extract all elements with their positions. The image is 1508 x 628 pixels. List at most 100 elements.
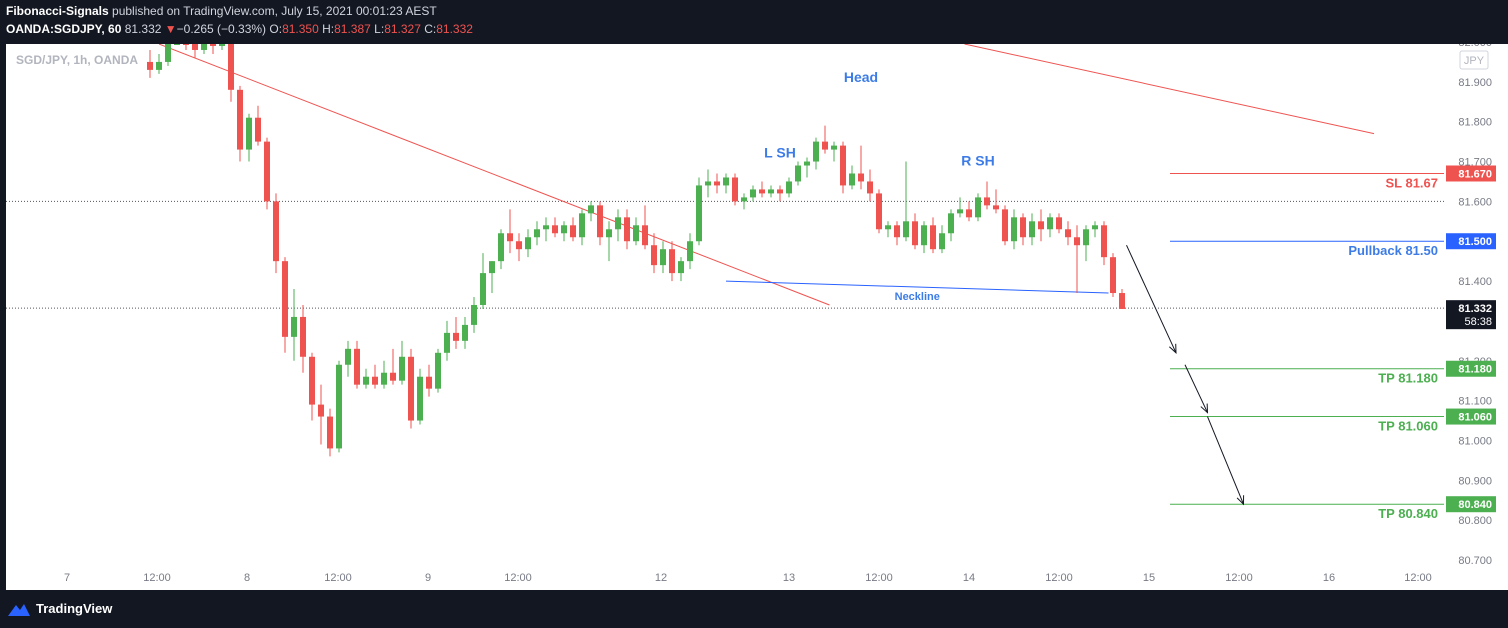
candle[interactable] [516, 233, 522, 262]
candle[interactable] [840, 141, 846, 194]
candle[interactable] [633, 217, 639, 246]
price-badge[interactable] [1446, 165, 1496, 182]
candle[interactable] [525, 229, 531, 258]
candle[interactable] [588, 201, 594, 222]
candle[interactable] [660, 241, 666, 274]
candle[interactable] [309, 352, 315, 421]
candle[interactable] [561, 221, 567, 242]
chart-panel[interactable]: SL 81.67 Pullback 81.50 TP 81.180 TP 81.060… [0, 37, 1508, 590]
candle[interactable] [642, 205, 648, 250]
candle[interactable] [957, 197, 963, 218]
candle[interactable] [183, 44, 189, 50]
price-badge[interactable] [1446, 233, 1496, 250]
candle[interactable] [732, 173, 738, 206]
candle[interactable] [1038, 209, 1044, 242]
candle[interactable] [255, 105, 261, 146]
candle[interactable] [147, 49, 153, 78]
candle[interactable] [975, 193, 981, 222]
candle[interactable] [921, 221, 927, 254]
candle[interactable] [1056, 213, 1062, 234]
candle[interactable] [201, 44, 207, 54]
candle[interactable] [714, 173, 720, 194]
current-price-badge[interactable] [1446, 300, 1496, 330]
candle[interactable] [444, 320, 450, 361]
candle[interactable] [246, 113, 252, 162]
candle[interactable] [606, 221, 612, 262]
candle[interactable] [210, 44, 216, 54]
candle[interactable] [858, 145, 864, 190]
candle[interactable] [354, 340, 360, 389]
candle[interactable] [282, 257, 288, 353]
candle[interactable] [795, 161, 801, 186]
candle[interactable] [273, 193, 279, 274]
candle[interactable] [786, 177, 792, 198]
candle[interactable] [849, 165, 855, 190]
candle[interactable] [624, 209, 630, 250]
candle[interactable] [696, 177, 702, 246]
candle[interactable] [705, 169, 711, 198]
candle[interactable] [318, 384, 324, 445]
price-badge[interactable] [1446, 408, 1496, 425]
candle[interactable] [363, 368, 369, 389]
candle[interactable] [1101, 221, 1107, 266]
plot-area[interactable] [6, 44, 1444, 560]
candle[interactable] [543, 217, 549, 242]
candle[interactable] [669, 241, 675, 282]
price-badge[interactable] [1446, 496, 1496, 513]
candle[interactable] [507, 209, 513, 254]
candle[interactable] [1119, 289, 1125, 309]
candle[interactable] [993, 189, 999, 214]
candle[interactable] [462, 316, 468, 349]
candle[interactable] [687, 233, 693, 270]
candle[interactable] [471, 297, 477, 333]
time-axis[interactable] [6, 560, 1444, 590]
candle[interactable] [777, 185, 783, 202]
candle[interactable] [741, 193, 747, 210]
candle[interactable] [912, 213, 918, 250]
candle[interactable] [1047, 213, 1053, 238]
candle[interactable] [408, 348, 414, 429]
candle[interactable] [1083, 225, 1089, 262]
candle[interactable] [264, 137, 270, 210]
trendline[interactable] [964, 43, 1375, 135]
candle[interactable] [291, 289, 297, 361]
candle[interactable] [948, 209, 954, 242]
candle[interactable] [1002, 205, 1008, 246]
candle[interactable] [804, 157, 810, 178]
candle[interactable] [1110, 253, 1116, 298]
projection-arrow[interactable] [1184, 364, 1208, 413]
publisher-name[interactable]: Fibonacci-Signals [6, 4, 109, 18]
candle[interactable] [534, 221, 540, 246]
candle[interactable] [390, 348, 396, 385]
currency-badge-frame[interactable] [1459, 50, 1489, 70]
candle[interactable] [1065, 221, 1071, 246]
candle[interactable] [813, 137, 819, 170]
candle[interactable] [426, 364, 432, 397]
candle[interactable] [1092, 221, 1098, 238]
projection-arrow[interactable] [1126, 245, 1177, 354]
candle[interactable] [651, 233, 657, 274]
candle[interactable] [984, 181, 990, 210]
candle[interactable] [939, 225, 945, 254]
price-chart[interactable]: SL 81.67 Pullback 81.50 TP 81.180 TP 81.060… [0, 37, 1508, 590]
candle[interactable] [237, 85, 243, 162]
candle[interactable] [1011, 209, 1017, 250]
tradingview-brand[interactable]: TradingView [8, 601, 112, 616]
candle[interactable] [300, 304, 306, 373]
candle[interactable] [336, 360, 342, 453]
candle[interactable] [435, 348, 441, 393]
projection-arrow[interactable] [1207, 416, 1244, 505]
candle[interactable] [174, 44, 180, 45]
candle[interactable] [750, 185, 756, 202]
candle[interactable] [480, 253, 486, 309]
price-badge[interactable] [1446, 360, 1496, 377]
candle[interactable] [453, 316, 459, 349]
candle[interactable] [489, 261, 495, 294]
trendline[interactable] [158, 43, 830, 306]
candle[interactable] [876, 189, 882, 234]
candle[interactable] [381, 360, 387, 389]
candle[interactable] [156, 53, 162, 74]
candle[interactable] [597, 201, 603, 246]
candle[interactable] [327, 408, 333, 457]
candle[interactable] [1020, 213, 1026, 246]
